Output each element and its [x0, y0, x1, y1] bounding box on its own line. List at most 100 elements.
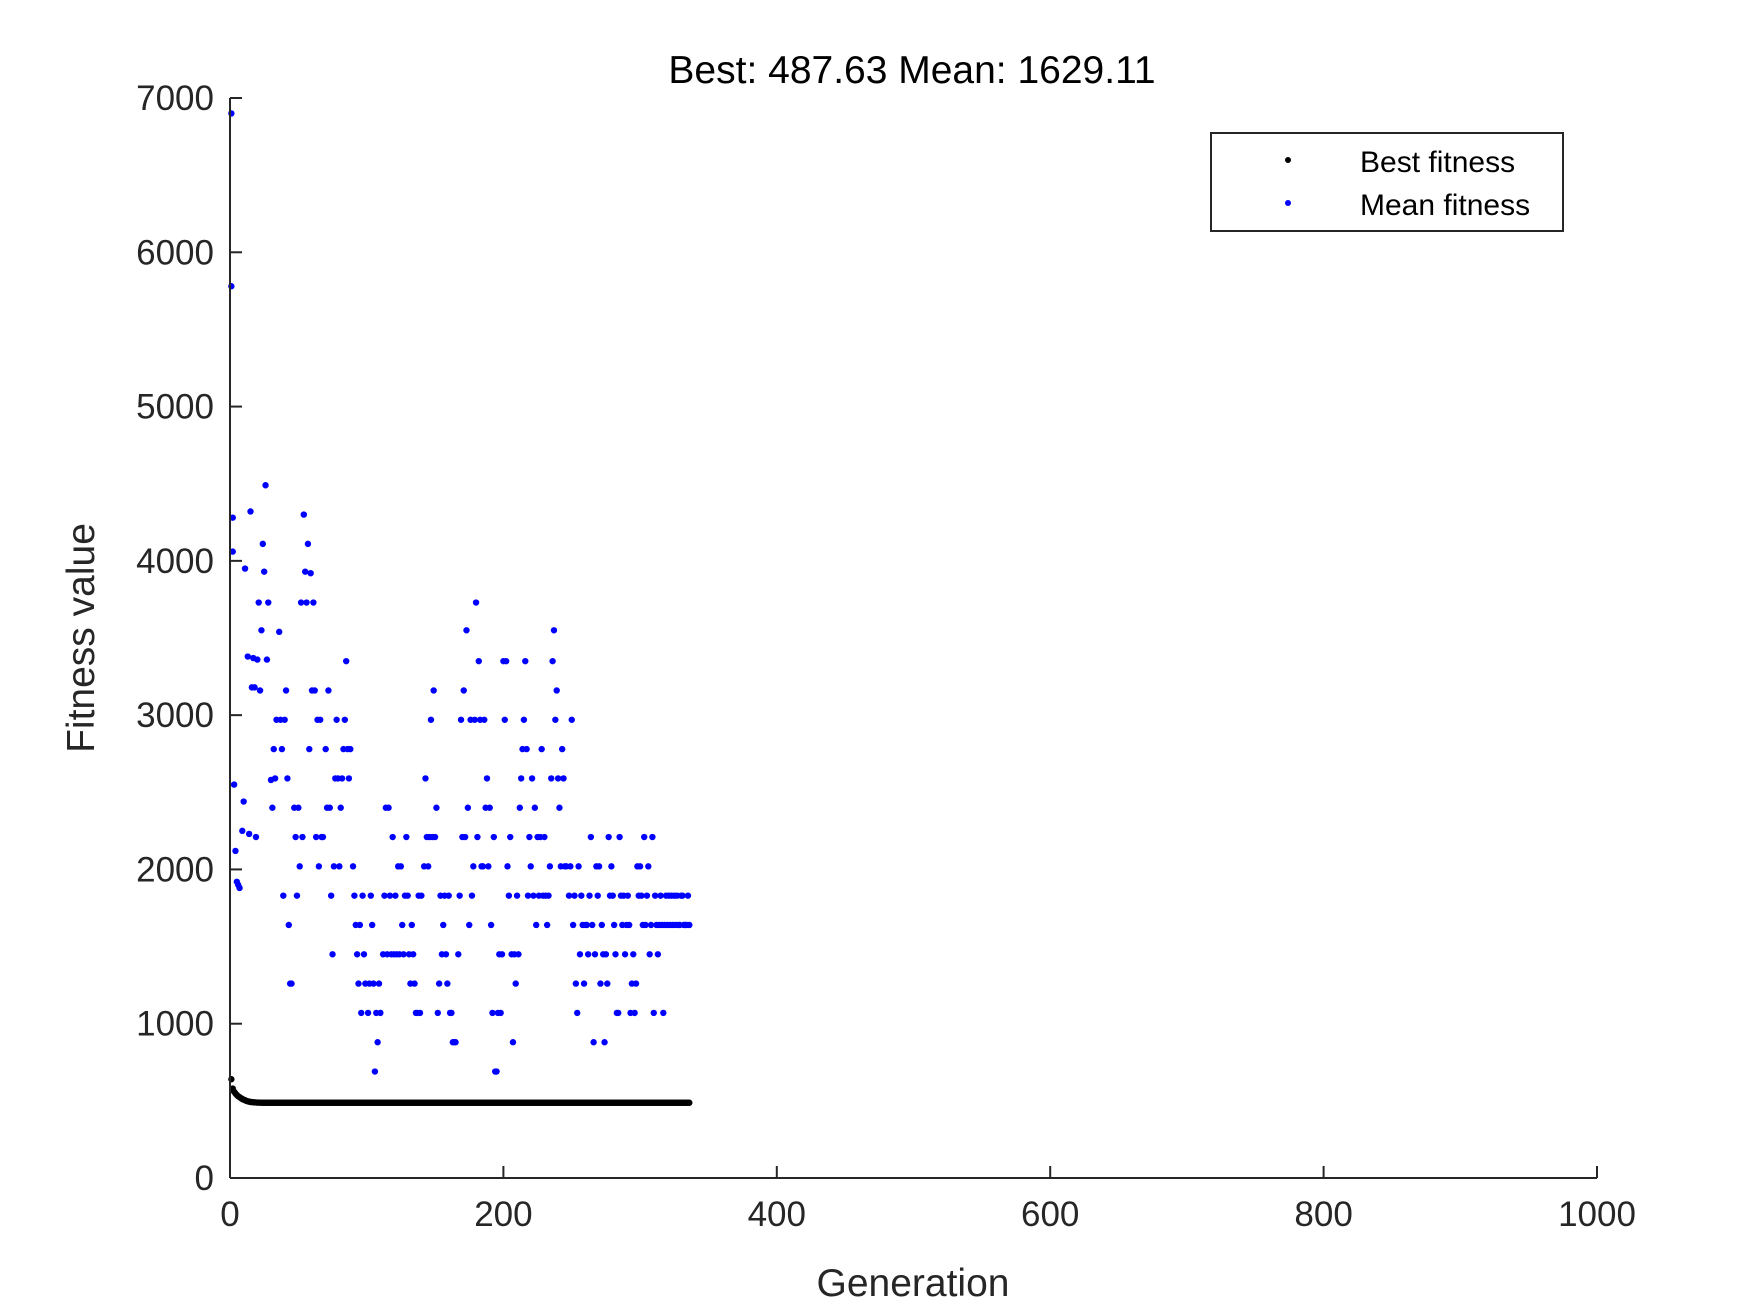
mean-fitness-point	[486, 804, 493, 811]
mean-fitness-point	[329, 951, 336, 958]
x-tick-label: 800	[1294, 1195, 1352, 1234]
mean-fitness-point	[595, 863, 603, 870]
mean-fitness-point	[580, 980, 588, 987]
mean-fitness-point	[470, 863, 477, 870]
mean-fitness-point	[255, 599, 262, 606]
mean-fitness-point	[594, 892, 601, 899]
mean-fitness-point	[371, 1068, 379, 1075]
x-tick-label: 400	[748, 1195, 806, 1234]
x-axis-label: Generation	[817, 1262, 1010, 1305]
mean-fitness-point	[263, 656, 271, 663]
mean-fitness-series	[228, 110, 693, 1075]
mean-fitness-point	[507, 833, 514, 841]
legend-best-label: Best fitness	[1360, 146, 1515, 179]
mean-fitness-point	[684, 892, 692, 899]
mean-fitness-point	[254, 656, 261, 663]
legend-box	[1210, 132, 1564, 232]
mean-fitness-point	[571, 892, 578, 899]
mean-fitness-point	[347, 745, 354, 753]
mean-fitness-point	[565, 892, 573, 899]
mean-fitness-point	[504, 863, 511, 870]
mean-fitness-point	[265, 599, 272, 606]
mean-fitness-point	[625, 921, 633, 929]
y-tick-label: 5000	[136, 388, 214, 427]
mean-fitness-point	[241, 565, 249, 572]
y-tick-label: 6000	[136, 233, 214, 272]
mean-fitness-point	[418, 892, 425, 899]
mean-fitness-point	[498, 951, 506, 958]
mean-fitness-point	[301, 568, 309, 575]
mean-fitness-point	[560, 775, 567, 782]
mean-fitness-point	[333, 716, 340, 723]
mean-fitness-point	[240, 798, 247, 805]
mean-fitness-point	[645, 863, 652, 870]
mean-fitness-point	[651, 892, 659, 899]
mean-fitness-point	[327, 892, 335, 899]
mean-fitness-point	[483, 775, 491, 782]
mean-fitness-point	[317, 716, 324, 723]
mean-fitness-point	[427, 716, 435, 723]
mean-fitness-point	[686, 921, 693, 929]
mean-fitness-point	[299, 833, 306, 841]
mean-fitness-point	[638, 892, 645, 899]
mean-fitness-point	[461, 833, 469, 841]
mean-fitness-point	[325, 687, 332, 694]
mean-fitness-point	[351, 892, 358, 899]
mean-fitness-point	[293, 892, 301, 899]
mean-fitness-point	[646, 951, 653, 958]
mean-fitness-point	[553, 687, 560, 694]
mean-fitness-point	[269, 804, 276, 811]
mean-fitness-point	[538, 745, 545, 753]
mean-fitness-point	[337, 804, 344, 811]
mean-fitness-point	[368, 921, 376, 929]
y-tick-label: 1000	[136, 1005, 214, 1044]
mean-fitness-point	[533, 921, 540, 929]
mean-fitness-point	[654, 951, 662, 958]
mean-fitness-point	[660, 1009, 667, 1017]
mean-fitness-point	[632, 980, 640, 987]
mean-fitness-point	[556, 804, 563, 811]
mean-fitness-point	[610, 921, 618, 929]
mean-fitness-point	[584, 951, 592, 958]
mean-fitness-point	[422, 775, 429, 782]
mean-fitness-point	[616, 833, 623, 841]
mean-fitness-point	[546, 863, 554, 870]
mean-fitness-point	[400, 951, 407, 958]
mean-fitness-point	[315, 863, 323, 870]
mean-fitness-point	[520, 716, 528, 723]
mean-fitness-point	[304, 540, 312, 548]
chart-title: Best: 487.63 Mean: 1629.11	[668, 49, 1155, 92]
mean-fitness-point	[468, 892, 476, 899]
mean-fitness-point	[296, 863, 303, 870]
mean-fitness-point	[381, 892, 388, 899]
mean-fitness-point	[262, 482, 269, 489]
mean-fitness-point	[612, 951, 619, 958]
mean-fitness-point	[434, 1009, 441, 1017]
mean-fitness-point	[474, 833, 481, 841]
mean-fitness-point	[649, 833, 656, 841]
mean-fitness-point	[326, 804, 333, 811]
mean-fitness-point	[430, 687, 437, 694]
mean-fitness-point	[601, 1039, 608, 1046]
mean-fitness-point	[431, 833, 439, 841]
mean-fitness-point	[244, 653, 251, 660]
mean-fitness-point	[349, 863, 357, 870]
mean-fitness-point	[397, 863, 405, 870]
mean-fitness-point	[475, 657, 482, 665]
mean-fitness-point	[375, 980, 383, 987]
mean-fitness-point	[621, 951, 629, 958]
x-tick-label: 0	[220, 1195, 239, 1234]
mean-fitness-point	[338, 775, 346, 782]
mean-fitness-point	[541, 833, 548, 841]
mean-fitness-point	[587, 833, 595, 841]
mean-fitness-point	[513, 892, 521, 899]
mean-fitness-point	[502, 657, 510, 665]
mean-fitness-point	[245, 830, 253, 838]
mean-fitness-point	[597, 980, 604, 987]
mean-fitness-point	[385, 804, 392, 811]
y-tick-label: 4000	[136, 542, 214, 581]
mean-fitness-point	[548, 775, 555, 782]
axes	[229, 98, 1597, 1179]
mean-fitness-point	[229, 514, 236, 521]
mean-fitness-point	[471, 716, 478, 723]
